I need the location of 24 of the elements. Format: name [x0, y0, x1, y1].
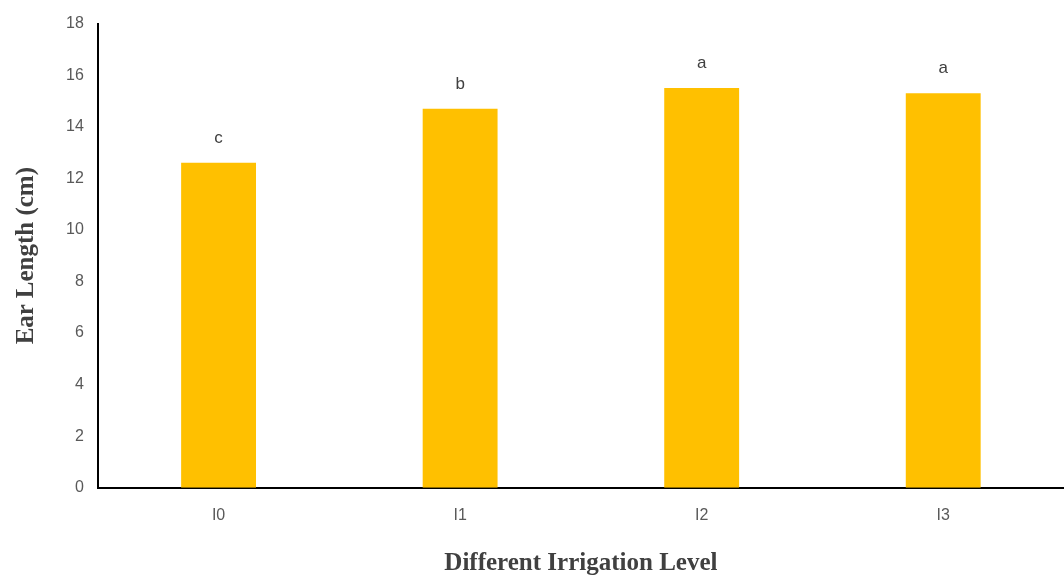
x-axis-title: Different Irrigation Level [444, 548, 718, 576]
bar [422, 108, 498, 488]
x-tick-label: I2 [695, 505, 709, 523]
bar [664, 88, 740, 488]
y-tick-label: 8 [74, 271, 84, 289]
y-tick-label: 18 [66, 14, 84, 32]
x-tick-label: I1 [453, 505, 467, 523]
y-axis-title: Ear Length (cm) [11, 167, 40, 345]
annotation: a [938, 58, 949, 78]
y-tick-label: 10 [66, 220, 84, 238]
y-tick-label: 14 [66, 117, 84, 135]
y-tick-label: 4 [74, 375, 84, 393]
bar [181, 162, 257, 488]
x-tick-label: I3 [936, 505, 950, 523]
annotation: b [455, 73, 465, 93]
annotation: a [696, 53, 707, 73]
x-tick-label: I0 [211, 505, 226, 523]
y-tick-label: 2 [74, 426, 84, 444]
y-tick-label: 12 [66, 168, 84, 186]
y-tick-label: 6 [74, 323, 84, 341]
y-tick-label: 0 [74, 478, 84, 496]
y-tick-label: 16 [66, 65, 84, 83]
bar [905, 93, 981, 488]
annotation: c [214, 128, 224, 148]
